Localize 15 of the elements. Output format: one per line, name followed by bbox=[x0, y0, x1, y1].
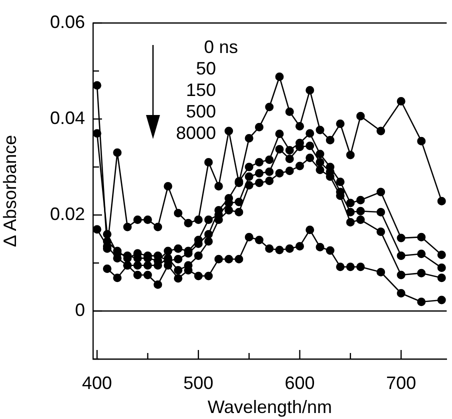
y-axis-title: Δ Absorbance bbox=[0, 134, 20, 248]
y-tick-label: 0.04 bbox=[50, 108, 85, 128]
x-tick-label: 400 bbox=[82, 372, 112, 393]
annotation: 150 bbox=[186, 80, 216, 100]
y-tick-label: 0.06 bbox=[50, 12, 85, 32]
annotation: 0 ns bbox=[204, 36, 238, 57]
annotation: 8000 bbox=[176, 122, 216, 143]
x-tick-label: 500 bbox=[183, 372, 214, 393]
annotation: 500 bbox=[186, 101, 216, 122]
y-tick-label: 0 bbox=[74, 300, 85, 320]
x-axis-title: Wavelength/nm bbox=[208, 397, 332, 418]
y-tick-label: 0.02 bbox=[50, 204, 85, 224]
annotation: 50 bbox=[196, 58, 216, 78]
x-tick-label: 700 bbox=[386, 372, 416, 393]
x-tick-label: 600 bbox=[284, 372, 315, 393]
